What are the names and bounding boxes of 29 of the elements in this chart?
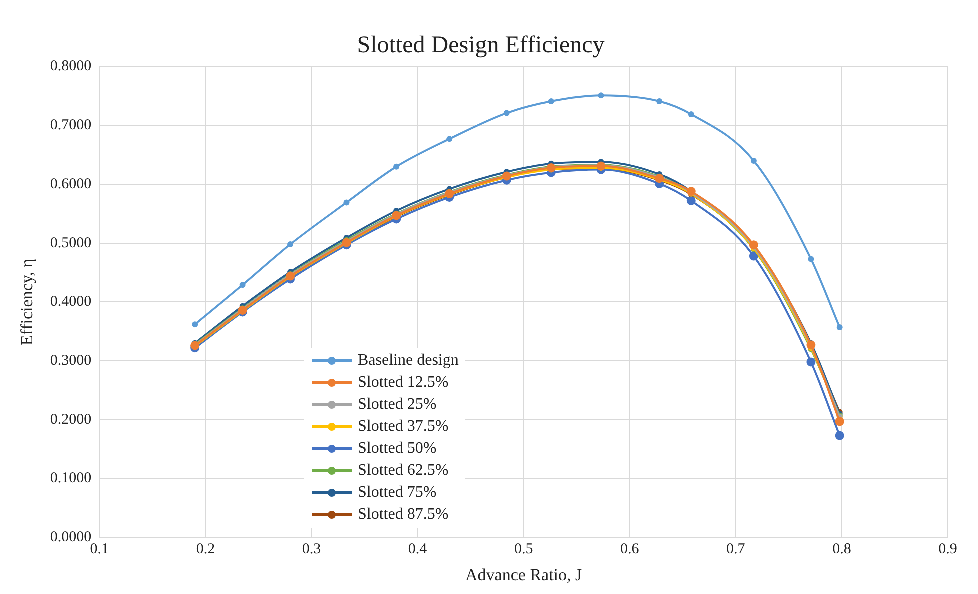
y-tick-label: 0.3000: [50, 352, 92, 369]
x-axis-title: Advance Ratio, J: [466, 565, 583, 584]
legend-label: Baseline design: [358, 351, 459, 371]
legend-label: Slotted 50%: [358, 439, 437, 459]
y-tick-label: 0.1000: [50, 470, 92, 487]
y-tick-label: 0.7000: [50, 118, 92, 134]
chart-title: Slotted Design Efficiency: [357, 32, 605, 59]
x-tick-label: 0.8: [832, 542, 852, 558]
legend-label: Slotted 12.5%: [358, 373, 449, 393]
legend-label: Slotted 62.5%: [358, 461, 449, 481]
y-tick-label: 0.2000: [50, 412, 92, 428]
y-tick-label: 0.5000: [50, 235, 92, 252]
x-tick-label: 0.1: [90, 542, 110, 558]
y-axis-title: Efficiency, η: [18, 258, 37, 346]
legend-label: Slotted 87.5%: [358, 505, 449, 525]
y-tick-label: 0.8000: [50, 58, 92, 75]
legend-label: Slotted 37.5%: [358, 417, 449, 437]
x-tick-label: 0.5: [514, 542, 534, 558]
y-tick-label: 0.4000: [50, 294, 92, 310]
x-tick-label: 0.6: [620, 542, 640, 558]
x-tick-label: 0.3: [302, 542, 322, 558]
x-tick-label: 0.4: [408, 542, 428, 558]
x-tick-label: 0.2: [196, 542, 216, 558]
y-tick-label: 0.0000: [50, 530, 92, 546]
legend-label: Slotted 75%: [358, 483, 437, 503]
x-tick-label: 0.7: [726, 542, 746, 558]
legend-label: Slotted 25%: [358, 395, 437, 415]
y-tick-label: 0.6000: [50, 176, 92, 192]
x-tick-label: 0.9: [938, 542, 958, 558]
